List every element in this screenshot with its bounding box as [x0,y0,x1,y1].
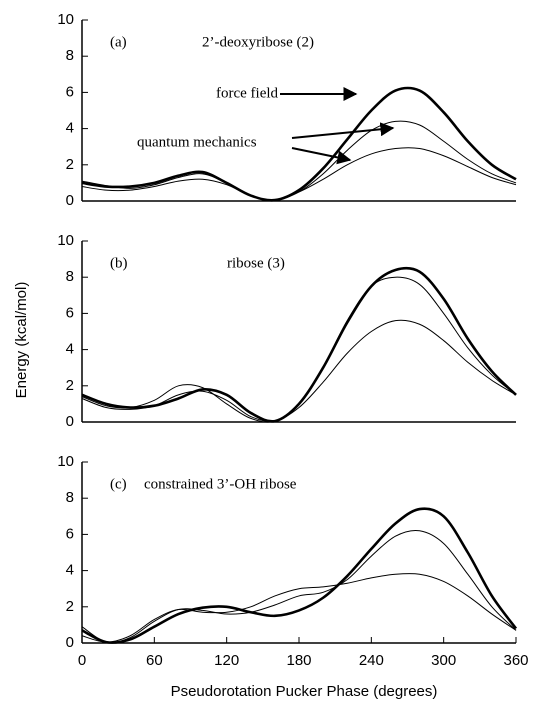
panel-title: ribose (3) [227,255,285,271]
energy-curve [81,319,517,423]
y-tick-label: 8 [66,47,74,64]
y-tick-label: 2 [66,156,74,173]
x-axis-label: Pseudorotation Pucker Phase (degrees) [171,683,438,700]
y-tick-label: 0 [66,192,74,209]
y-tick-label: 6 [66,304,74,321]
y-tick-label: 8 [66,489,74,506]
x-tick-label: 300 [431,652,456,669]
x-tick-label: 360 [503,652,528,669]
annotation-arrow [291,147,352,165]
energy-curve [81,147,517,201]
y-tick-label: 0 [66,634,74,651]
y-tick-label: 8 [66,268,74,285]
annotation: quantum mechanics [137,134,257,150]
y-tick-label: 0 [66,413,74,430]
y-tick-label: 10 [57,453,74,470]
y-tick-label: 4 [66,120,74,137]
panel-label: (b) [110,255,128,271]
y-tick-label: 6 [66,83,74,100]
x-tick-label: 240 [359,652,384,669]
y-tick-label: 2 [66,598,74,615]
panel-title: 2’-deoxyribose (2) [202,34,314,50]
energy-curve [81,266,517,423]
panel-title: constrained 3’-OH ribose [144,476,297,492]
energy-curve [81,86,517,202]
x-tick-label: 120 [214,652,239,669]
energy-curve [81,276,517,423]
y-tick-label: 2 [66,377,74,394]
y-tick-label: 10 [57,232,74,249]
annotation-arrow [291,122,395,139]
annotation: force field [216,85,279,101]
panel-label: (c) [110,476,127,492]
y-tick-label: 6 [66,525,74,542]
x-tick-label: 60 [146,652,163,669]
energy-curve [81,529,517,644]
panel-label: (a) [110,34,127,50]
y-tick-label: 10 [57,11,74,28]
x-tick-label: 180 [286,652,311,669]
y-tick-label: 4 [66,562,74,579]
y-tick-label: 4 [66,341,74,358]
energy-curve [81,573,517,643]
energy-curve [81,507,518,644]
x-tick-label: 0 [78,652,86,669]
y-axis-label: Energy (kcal/mol) [13,282,30,399]
